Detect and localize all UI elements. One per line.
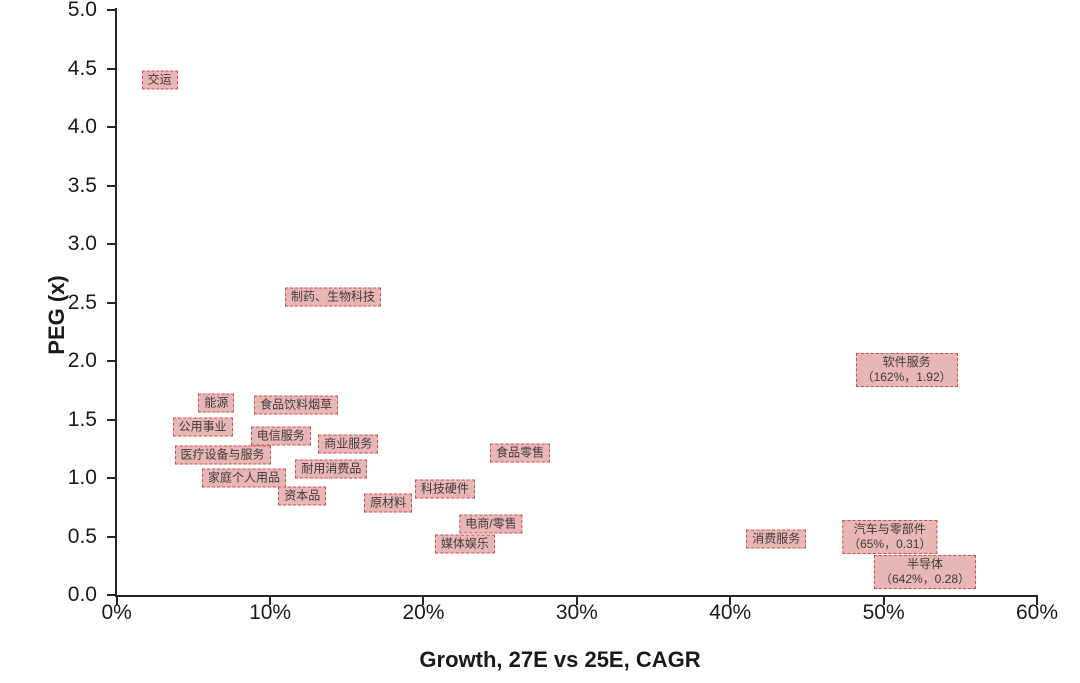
sector-annotation: （642%，0.28） xyxy=(879,571,971,586)
x-tick-mark xyxy=(115,597,118,605)
y-tick-mark xyxy=(107,360,116,362)
x-axis-line xyxy=(115,595,1038,597)
sector-name: 交运 xyxy=(147,72,172,87)
sector-label-box: 医疗设备与服务 xyxy=(174,445,271,465)
x-tick-label: 40% xyxy=(709,601,752,624)
y-tick-mark xyxy=(107,418,116,421)
sector-label-box: 家庭个人用品 xyxy=(201,468,287,488)
y-tick-label: 5.0 xyxy=(67,0,97,21)
y-tick-mark xyxy=(107,535,116,538)
sector-name: 原材料 xyxy=(370,495,407,510)
sector-label-box: 原材料 xyxy=(364,493,413,513)
y-tick-mark xyxy=(107,184,116,187)
y-tick-mark xyxy=(107,243,116,245)
x-tick-label: 50% xyxy=(862,601,905,624)
y-tick-label: 4.5 xyxy=(67,56,97,80)
sector-name: 耐用消费品 xyxy=(301,461,362,476)
sector-label-box: 制药、生物科技 xyxy=(284,287,381,307)
sector-label-box: 软件服务 （162%，1.92） xyxy=(855,353,958,388)
sector-label-box: 电商/零售 xyxy=(459,514,523,534)
sector-label-box: 半导体 （642%，0.28） xyxy=(873,554,977,589)
sector-label-box: 交运 xyxy=(141,70,178,90)
sector-name: 医疗设备与服务 xyxy=(180,447,265,462)
y-tick-mark xyxy=(107,67,116,70)
sector-label-box: 媒体娱乐 xyxy=(434,534,495,554)
x-tick-label: 30% xyxy=(555,601,598,624)
sector-name: 消费服务 xyxy=(752,531,801,546)
x-tick-mark xyxy=(1036,597,1038,605)
sector-name: 汽车与零部件 xyxy=(853,521,926,536)
x-tick-label: 20% xyxy=(402,601,445,624)
sector-label-box: 食品零售 xyxy=(490,443,551,463)
y-tick-mark xyxy=(107,594,116,596)
sector-name: 电商/零售 xyxy=(465,516,517,531)
y-axis-title: PEG (x) xyxy=(44,275,69,355)
x-tick-label: 60% xyxy=(1015,601,1059,624)
y-tick-label: 2.0 xyxy=(67,349,97,372)
sector-name: 食品饮料烟草 xyxy=(260,397,333,412)
sector-name: 能源 xyxy=(204,395,229,410)
y-tick-label: 0.5 xyxy=(67,524,97,548)
x-tick-label: 0% xyxy=(101,601,132,624)
sector-name: 电信服务 xyxy=(256,428,305,443)
sector-name: 科技硬件 xyxy=(420,481,469,496)
y-tick-mark xyxy=(107,301,116,304)
sector-name: 家庭个人用品 xyxy=(207,470,281,485)
x-tick-mark xyxy=(729,597,732,605)
sector-name: 食品零售 xyxy=(496,445,545,460)
sector-label-box: 电信服务 xyxy=(250,426,311,446)
y-tick-label: 3.0 xyxy=(67,232,97,255)
y-axis-line xyxy=(115,8,117,597)
sector-label-box: 公用事业 xyxy=(172,417,233,437)
sector-name: 公用事业 xyxy=(178,419,227,434)
sector-annotation: （65%，0.31） xyxy=(848,536,932,551)
y-tick-mark xyxy=(107,477,116,479)
sector-name: 制药、生物科技 xyxy=(290,289,375,304)
sector-label-box: 能源 xyxy=(198,393,235,413)
y-tick-label: 4.0 xyxy=(67,115,97,138)
sector-name: 半导体 xyxy=(907,556,944,571)
sector-label-box: 耐用消费品 xyxy=(295,459,368,479)
x-tick-mark xyxy=(422,597,425,605)
y-tick-label: 1.5 xyxy=(67,407,97,431)
sector-label-box: 食品饮料烟草 xyxy=(254,395,339,415)
x-tick-mark xyxy=(882,597,885,605)
x-tick-mark xyxy=(269,597,272,605)
sector-label-box: 汽车与零部件 （65%，0.31） xyxy=(842,519,938,554)
sector-label-box: 商业服务 xyxy=(318,434,379,454)
y-tick-label: 3.5 xyxy=(67,173,97,197)
y-tick-label: 1.0 xyxy=(67,466,97,489)
sector-label-box: 科技硬件 xyxy=(414,479,475,499)
sector-label-box: 消费服务 xyxy=(746,529,807,549)
y-tick-mark xyxy=(107,9,116,11)
y-tick-mark xyxy=(107,126,116,128)
x-tick-mark xyxy=(575,597,578,605)
sector-name: 资本品 xyxy=(284,488,321,503)
sector-name: 媒体娱乐 xyxy=(440,536,489,551)
sector-annotation: （162%，1.92） xyxy=(861,370,952,385)
x-axis-title: Growth, 27E vs 25E, CAGR xyxy=(419,647,701,672)
y-tick-label: 0.0 xyxy=(67,583,97,606)
sector-name: 商业服务 xyxy=(324,436,373,451)
sector-label-box: 资本品 xyxy=(278,486,327,506)
y-tick-label: 2.5 xyxy=(67,290,97,314)
x-tick-label: 10% xyxy=(249,601,292,624)
sector-name: 软件服务 xyxy=(882,355,931,370)
